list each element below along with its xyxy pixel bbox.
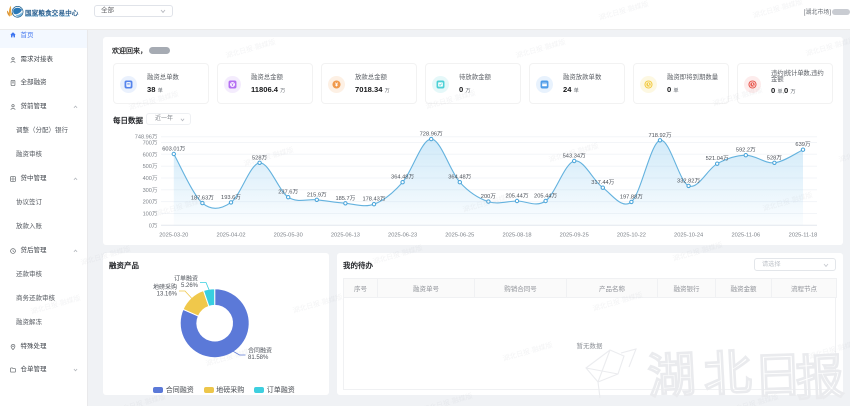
svg-text:700万: 700万 bbox=[143, 140, 158, 147]
svg-text:364.48万: 364.48万 bbox=[448, 174, 471, 181]
svg-text:317.44万: 317.44万 bbox=[591, 179, 614, 186]
svg-text:639万: 639万 bbox=[795, 141, 810, 148]
svg-text:2025-06-13: 2025-06-13 bbox=[331, 232, 360, 238]
svg-text:185.7万: 185.7万 bbox=[335, 195, 355, 202]
svg-text:543.34万: 543.34万 bbox=[563, 153, 586, 160]
svg-text:728.96万: 728.96万 bbox=[420, 131, 443, 138]
svg-text:592.2万: 592.2万 bbox=[736, 147, 756, 154]
svg-text:2025-06-25: 2025-06-25 bbox=[445, 232, 474, 238]
svg-text:603.01万: 603.01万 bbox=[162, 146, 185, 153]
svg-text:2025-05-30: 2025-05-30 bbox=[274, 232, 303, 238]
svg-text:332.82万: 332.82万 bbox=[677, 177, 700, 184]
svg-text:197.88万: 197.88万 bbox=[620, 193, 643, 200]
svg-text:2025-08-18: 2025-08-18 bbox=[502, 232, 531, 238]
svg-text:13.16%: 13.16% bbox=[157, 292, 178, 298]
svg-text:200万: 200万 bbox=[143, 199, 158, 206]
svg-text:2025-10-24: 2025-10-24 bbox=[674, 232, 703, 238]
svg-text:205.44万: 205.44万 bbox=[505, 193, 528, 200]
svg-text:178.43万: 178.43万 bbox=[362, 196, 385, 203]
svg-text:205.44万: 205.44万 bbox=[534, 193, 557, 200]
svg-text:528万: 528万 bbox=[767, 154, 782, 161]
svg-text:500万: 500万 bbox=[143, 163, 158, 170]
svg-text:187.63万: 187.63万 bbox=[191, 195, 214, 202]
svg-text:2025-09-25: 2025-09-25 bbox=[560, 232, 589, 238]
svg-text:215.9万: 215.9万 bbox=[307, 191, 327, 198]
svg-text:2025-06-23: 2025-06-23 bbox=[388, 232, 417, 238]
svg-text:718.92万: 718.92万 bbox=[648, 132, 671, 139]
svg-text:600万: 600万 bbox=[143, 151, 158, 158]
svg-text:2025-03-20: 2025-03-20 bbox=[159, 232, 188, 238]
svg-text:订单融资: 订单融资 bbox=[174, 275, 198, 283]
svg-text:0万: 0万 bbox=[149, 222, 158, 229]
svg-text:2025-04-02: 2025-04-02 bbox=[216, 232, 245, 238]
svg-text:2025-11-06: 2025-11-06 bbox=[731, 232, 760, 238]
svg-text:237.6万: 237.6万 bbox=[278, 189, 298, 196]
svg-text:200万: 200万 bbox=[481, 193, 496, 200]
svg-text:合同融资: 合同融资 bbox=[248, 347, 272, 355]
svg-text:193.6万: 193.6万 bbox=[221, 194, 241, 201]
svg-text:521.04万: 521.04万 bbox=[706, 155, 729, 162]
svg-text:300万: 300万 bbox=[143, 187, 158, 194]
svg-text:364.48万: 364.48万 bbox=[391, 174, 414, 181]
svg-text:2025-11-18: 2025-11-18 bbox=[789, 232, 818, 238]
svg-text:5.26%: 5.26% bbox=[181, 283, 199, 289]
svg-text:528万: 528万 bbox=[252, 154, 267, 161]
svg-text:100万: 100万 bbox=[143, 211, 158, 218]
svg-text:400万: 400万 bbox=[143, 175, 158, 182]
svg-text:地磅采购: 地磅采购 bbox=[153, 283, 177, 291]
svg-text:2025-10-22: 2025-10-22 bbox=[617, 232, 646, 238]
svg-text:81.58%: 81.58% bbox=[248, 355, 269, 361]
svg-text:748.96万: 748.96万 bbox=[135, 134, 158, 141]
